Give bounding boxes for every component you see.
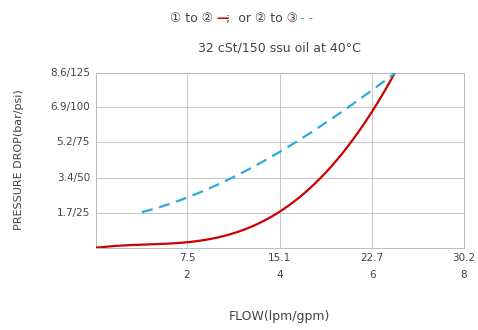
Text: 5.2/75: 5.2/75 <box>57 137 90 147</box>
Text: 8.6/125: 8.6/125 <box>50 68 90 78</box>
Text: 8: 8 <box>460 270 467 280</box>
Text: 2: 2 <box>184 270 190 280</box>
Text: 15.1: 15.1 <box>268 253 291 263</box>
Text: 30.2: 30.2 <box>452 253 475 263</box>
Text: 7.5: 7.5 <box>179 253 196 263</box>
Text: —: — <box>217 12 229 24</box>
Text: 22.7: 22.7 <box>360 253 384 263</box>
Text: 32 cSt/150 ssu oil at 40°C: 32 cSt/150 ssu oil at 40°C <box>198 41 361 54</box>
Y-axis label: PRESSURE DROP(bar/psi): PRESSURE DROP(bar/psi) <box>14 90 24 230</box>
Text: - -: - - <box>300 12 313 24</box>
Text: ① to ②: ① to ② <box>170 12 213 24</box>
Text: ;  or ② to ③: ; or ② to ③ <box>226 12 298 24</box>
Text: 4: 4 <box>276 270 283 280</box>
Text: 6: 6 <box>369 270 376 280</box>
Text: 6.9/100: 6.9/100 <box>50 102 90 112</box>
Text: 3.4/50: 3.4/50 <box>57 173 90 183</box>
Text: FLOW(lpm/gpm): FLOW(lpm/gpm) <box>229 311 330 323</box>
Text: 1.7/25: 1.7/25 <box>57 208 90 218</box>
